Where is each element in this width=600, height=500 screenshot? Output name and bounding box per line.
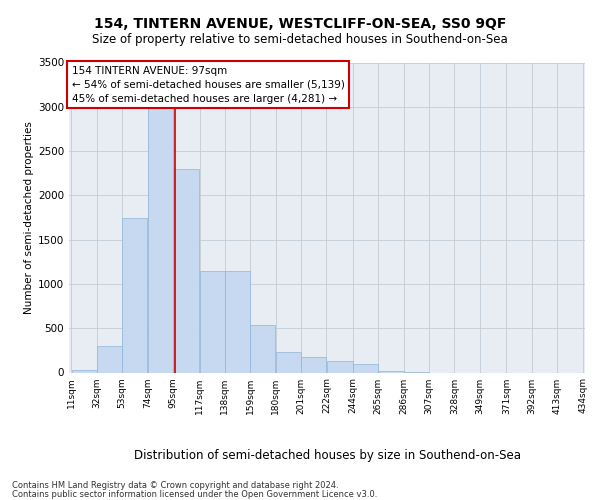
Bar [71,370,97,372]
Bar [200,270,225,372]
Bar [225,270,250,372]
Text: 154, TINTERN AVENUE, WESTCLIFF-ON-SEA, SS0 9QF: 154, TINTERN AVENUE, WESTCLIFF-ON-SEA, S… [94,18,506,32]
Bar [301,357,326,372]
Bar [148,102,173,372]
Bar [353,364,378,372]
Y-axis label: Number of semi-detached properties: Number of semi-detached properties [24,121,34,314]
Text: 154 TINTERN AVENUE: 97sqm
← 54% of semi-detached houses are smaller (5,139)
45% : 154 TINTERN AVENUE: 97sqm ← 54% of semi-… [71,66,344,104]
Bar [276,352,301,372]
Text: Contains public sector information licensed under the Open Government Licence v3: Contains public sector information licen… [12,490,377,499]
Bar [173,169,199,372]
Bar [379,370,404,372]
Text: Contains HM Land Registry data © Crown copyright and database right 2024.: Contains HM Land Registry data © Crown c… [12,481,338,490]
Text: Distribution of semi-detached houses by size in Southend-on-Sea: Distribution of semi-detached houses by … [133,449,521,462]
Bar [97,346,122,372]
Bar [326,361,353,372]
Bar [122,218,148,372]
Text: Size of property relative to semi-detached houses in Southend-on-Sea: Size of property relative to semi-detach… [92,32,508,46]
Bar [250,324,275,372]
